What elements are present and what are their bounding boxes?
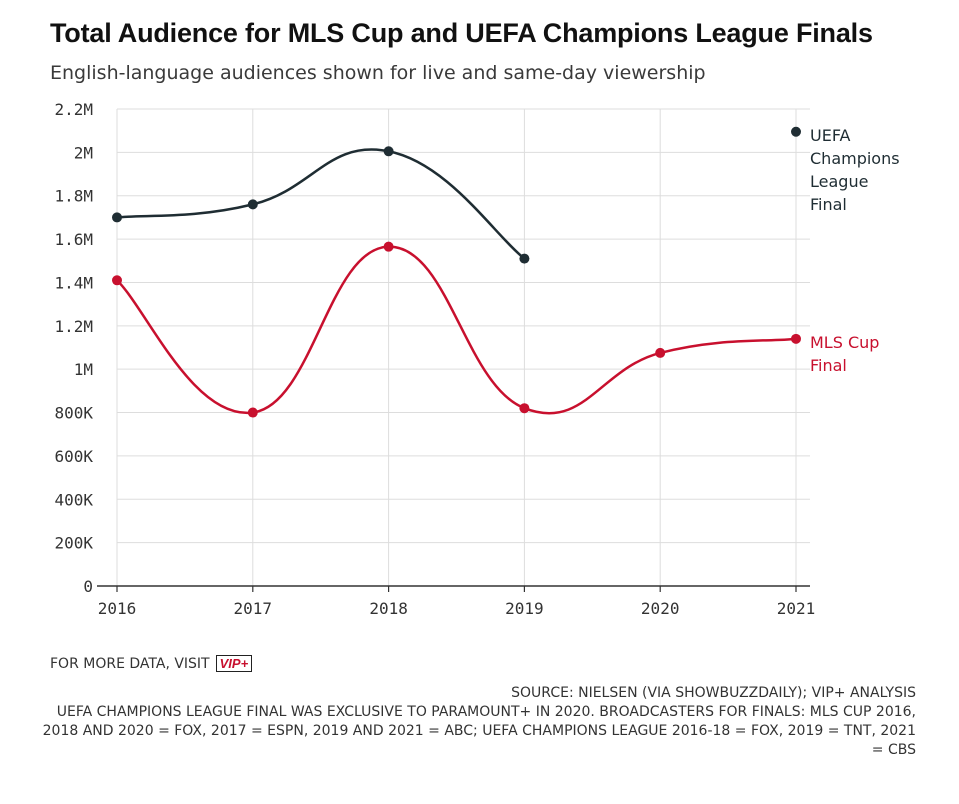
y-tick-label: 600K — [54, 447, 93, 466]
y-tick-label: 2.2M — [54, 100, 93, 119]
vip-plus-logo-link[interactable]: VIP+ — [215, 655, 253, 672]
source-line: SOURCE: NIELSEN (VIA SHOWBUZZDAILY); VIP… — [511, 685, 916, 701]
point-layer — [112, 126, 801, 418]
series-label-line: Final — [810, 195, 847, 214]
uefa-data-point — [112, 212, 122, 223]
uefa-data-point — [791, 126, 801, 137]
mls-data-point — [519, 403, 530, 414]
y-tick-label: 1.6M — [54, 230, 93, 249]
grid-layer — [116, 108, 810, 586]
x-tick-label: 2021 — [777, 599, 816, 618]
series-label-line: Final — [810, 356, 847, 375]
series-line-mls — [115, 245, 798, 415]
y-tick-label: 200K — [54, 534, 93, 553]
x-tick-label: 2017 — [234, 599, 273, 618]
y-tick-label: 800K — [54, 404, 93, 423]
source-notes: SOURCE: NIELSEN (VIA SHOWBUZZDAILY); VIP… — [36, 684, 916, 760]
label-layer: UEFA Champions League Final MLS Cup Final — [810, 126, 900, 375]
y-tick-label: 1.8M — [54, 187, 93, 206]
uefa-data-point — [519, 253, 530, 264]
chart-title: Total Audience for MLS Cup and UEFA Cham… — [50, 18, 873, 48]
uefa-data-point — [383, 146, 394, 157]
series-label-line: UEFA — [810, 126, 851, 145]
mls-data-point — [112, 275, 122, 286]
x-tick-label: 2018 — [369, 599, 408, 618]
x-tick-label: 2016 — [98, 599, 137, 618]
uefa-data-point — [247, 199, 258, 210]
uefa-series-label: UEFA Champions League Final — [810, 126, 900, 214]
y-tick-label: 1.2M — [54, 317, 93, 336]
more-data-row: FOR MORE DATA, VISIT VIP+ — [50, 655, 253, 672]
mls-data-point — [247, 407, 258, 418]
series-label-line: Champions — [810, 149, 900, 168]
mls-series-label: MLS Cup Final — [810, 333, 879, 375]
broadcast-note: UEFA CHAMPIONS LEAGUE FINAL WAS EXCLUSIV… — [42, 704, 916, 758]
more-data-text: FOR MORE DATA, VISIT — [50, 655, 210, 672]
y-tick-label: 1M — [74, 360, 93, 379]
y-tick-label: 2M — [74, 143, 93, 162]
chart-subtitle: English-language audiences shown for liv… — [50, 62, 706, 84]
mls-data-point — [791, 333, 801, 344]
y-tick-label: 1.4M — [54, 273, 93, 292]
line-layer — [115, 148, 798, 415]
y-tick-label: 0 — [83, 577, 93, 596]
x-tick-label: 2020 — [641, 599, 680, 618]
mls-data-point — [655, 347, 666, 358]
y-tick-label: 400K — [54, 490, 93, 509]
line-chart: 0 200K 400K 600K 800K 1M 1.2M 1.4M 1.6M 1.8M 2M 2.2… — [54, 100, 900, 618]
series-line-uefa — [115, 148, 526, 260]
axis-layer: 0 200K 400K 600K 800K 1M 1.2M 1.4M 1.6M 1.8M 2M 2.2… — [54, 100, 815, 618]
series-label-line: MLS Cup — [810, 333, 879, 352]
x-tick-label: 2019 — [505, 599, 544, 618]
mls-data-point — [383, 241, 394, 252]
series-label-line: League — [810, 172, 868, 191]
